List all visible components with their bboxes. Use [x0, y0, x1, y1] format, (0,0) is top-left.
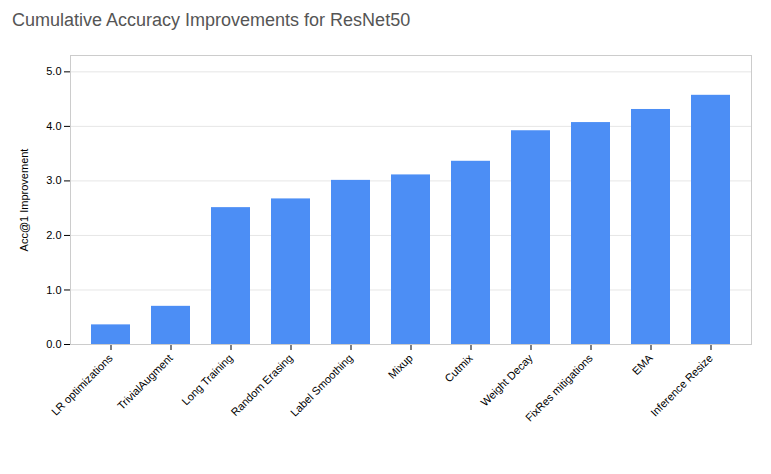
- svg-text:Mixup: Mixup: [386, 352, 415, 381]
- svg-text:4.0: 4.0: [46, 120, 61, 132]
- svg-text:0.0: 0.0: [46, 338, 61, 350]
- svg-text:FixRes mitigations: FixRes mitigations: [523, 351, 595, 423]
- svg-text:TrivialAugment: TrivialAugment: [115, 352, 175, 412]
- svg-text:Inference Resize: Inference Resize: [648, 352, 715, 419]
- svg-text:Label Smoothing: Label Smoothing: [288, 352, 355, 419]
- svg-text:Acc@1 Improvement: Acc@1 Improvement: [18, 149, 30, 252]
- svg-text:EMA: EMA: [630, 351, 656, 377]
- svg-text:Weight Decay: Weight Decay: [478, 351, 535, 408]
- svg-text:Cutmix: Cutmix: [442, 351, 475, 384]
- svg-text:Random Erasing: Random Erasing: [228, 352, 294, 418]
- svg-text:1.0: 1.0: [46, 283, 61, 295]
- svg-text:Long Training: Long Training: [179, 352, 235, 408]
- svg-text:2.0: 2.0: [46, 229, 61, 241]
- svg-text:5.0: 5.0: [46, 65, 61, 77]
- svg-text:3.0: 3.0: [46, 174, 61, 186]
- html-text:Cumulative Accuracy Improvemen: Cumulative Accuracy Improvements for Res…: [12, 10, 411, 30]
- svg-text:LR optimizations: LR optimizations: [49, 351, 115, 417]
